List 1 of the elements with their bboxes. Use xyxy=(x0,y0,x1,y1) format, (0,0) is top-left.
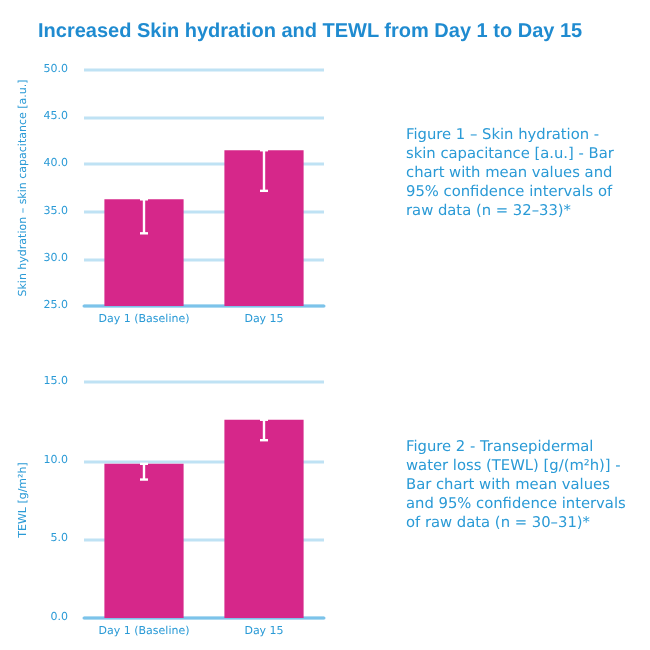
chart-title: Increased Skin hydration and TEWL from Day 1 to Day 15 xyxy=(38,21,584,43)
